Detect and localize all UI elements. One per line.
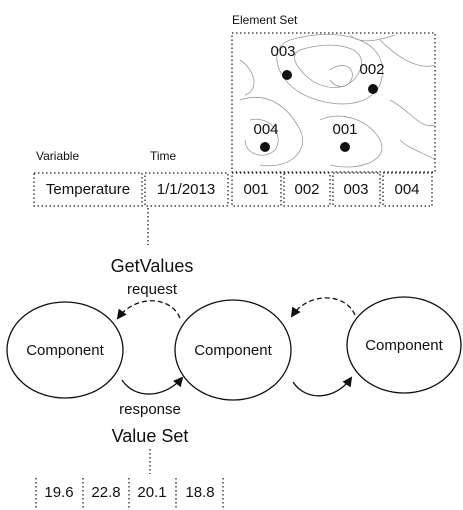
cell-box	[231, 172, 282, 207]
component-label: Component	[26, 342, 104, 359]
contour-map	[239, 34, 435, 168]
element-cell: 004	[394, 181, 419, 198]
cell-box	[382, 172, 433, 207]
element-label: 002	[359, 61, 384, 78]
cell-box	[33, 172, 143, 207]
element-point	[340, 142, 350, 152]
element-cell: 002	[294, 181, 319, 198]
request-arrow	[116, 300, 181, 320]
element-cell: 001	[243, 181, 268, 198]
request-label: request	[127, 281, 178, 298]
component-label: Component	[194, 342, 272, 359]
cell-box	[283, 172, 331, 207]
element-cell: 003	[343, 181, 368, 198]
value: 20.1	[137, 484, 166, 501]
request-arrow	[290, 297, 356, 318]
element-label: 003	[270, 43, 295, 60]
variable-cell: Temperature	[46, 181, 130, 198]
time-cell: 1/1/2013	[157, 181, 215, 198]
time-label: Time	[150, 149, 177, 163]
element-label: 004	[253, 121, 278, 138]
response-arrow	[292, 376, 353, 397]
element-point	[282, 70, 292, 80]
value: 22.8	[91, 484, 120, 501]
component	[6, 301, 124, 399]
cell-box	[144, 172, 229, 207]
value-set-title: Value Set	[112, 426, 189, 446]
component	[346, 296, 462, 394]
response-arrow	[121, 376, 184, 395]
element-point	[368, 84, 378, 94]
value: 18.8	[185, 484, 214, 501]
variable-label: Variable	[36, 149, 79, 163]
element-set-title: Element Set	[232, 13, 298, 27]
element-point	[260, 142, 270, 152]
response-label: response	[119, 401, 181, 418]
element-set-box	[231, 32, 436, 173]
component	[174, 299, 292, 401]
element-label: 001	[332, 121, 357, 138]
operation: GetValues	[111, 256, 194, 276]
component-label: Component	[365, 337, 443, 354]
value: 19.6	[44, 484, 73, 501]
